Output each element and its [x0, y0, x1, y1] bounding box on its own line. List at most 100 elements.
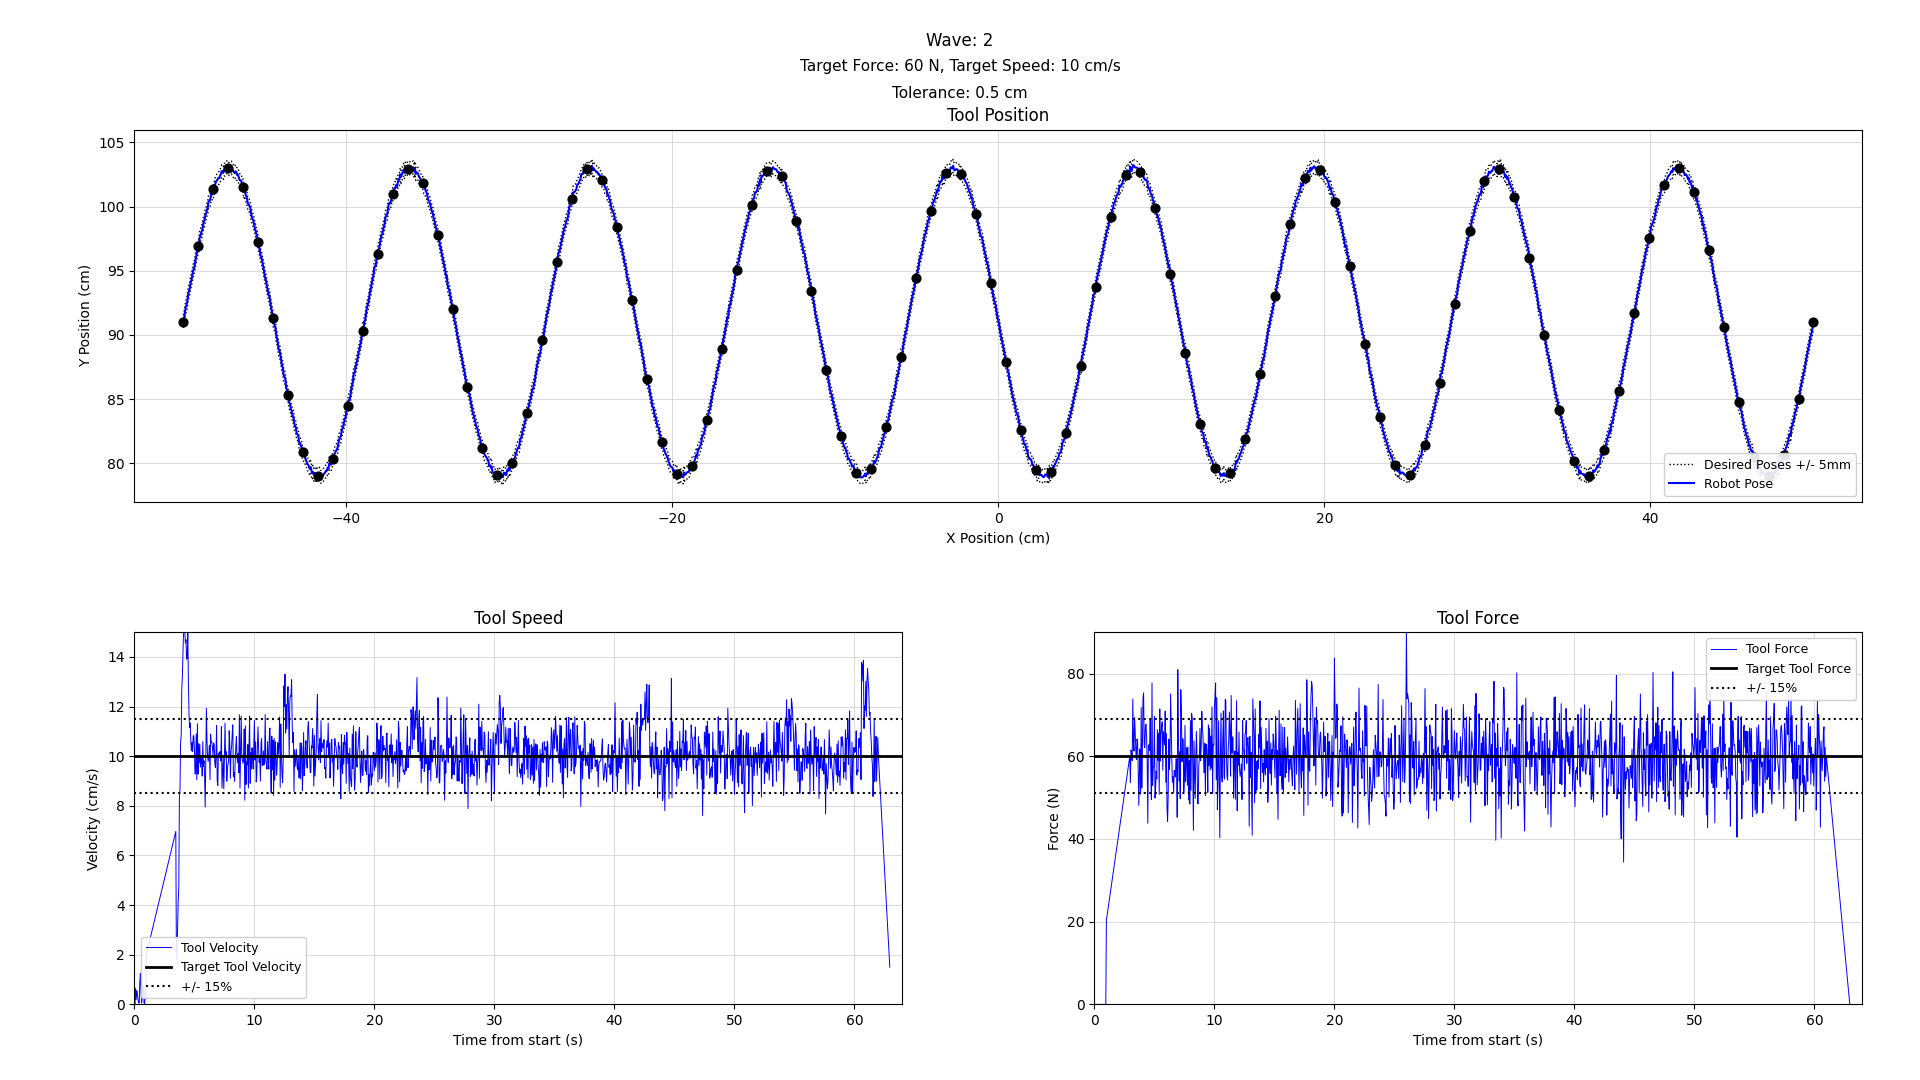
Desired Poses +/- 5mm [966, 205, 989, 218]
Point [1275, 215, 1306, 232]
Robot Pose [1755, 469, 1778, 482]
Point [182, 238, 213, 255]
Tool Velocity [659, 734, 682, 747]
Point [960, 205, 991, 222]
Point [228, 178, 259, 195]
Point [975, 274, 1006, 292]
Target Tool Force [1094, 750, 1117, 762]
Point [826, 428, 856, 445]
Tool Velocity [877, 961, 900, 974]
Point [931, 164, 962, 181]
Point [707, 340, 737, 357]
Point [841, 464, 872, 482]
Legend: Desired Poses +/- 5mm, Robot Pose: Desired Poses +/- 5mm, Robot Pose [1665, 454, 1857, 496]
Text: Tolerance: 0.5 cm: Tolerance: 0.5 cm [893, 86, 1027, 102]
Desired Poses +/- 5mm [668, 465, 691, 478]
Point [916, 202, 947, 219]
Line: Robot Pose: Robot Pose [182, 165, 1814, 478]
Point [392, 160, 422, 177]
Point [557, 191, 588, 208]
Robot Pose [255, 278, 278, 291]
Point [1379, 456, 1409, 473]
Point [1185, 415, 1215, 432]
Tool Force [1617, 801, 1640, 814]
Tool Velocity [309, 732, 332, 745]
Point [1319, 193, 1350, 211]
Y-axis label: Y Position (cm): Y Position (cm) [79, 265, 92, 367]
Point [513, 405, 543, 422]
Point [526, 332, 557, 349]
Tool Velocity [123, 987, 146, 1000]
+/- 15% [1083, 713, 1106, 726]
Tool Velocity [173, 625, 196, 638]
Robot Pose [668, 472, 691, 485]
Robot Pose [171, 315, 194, 328]
Point [1559, 453, 1590, 470]
Robot Pose [1121, 159, 1144, 172]
Point [497, 455, 528, 472]
Point [1260, 287, 1290, 305]
Point [1799, 313, 1830, 330]
Tool Velocity [236, 758, 259, 771]
Point [947, 165, 977, 183]
Point [1350, 336, 1380, 353]
Point [1453, 222, 1484, 240]
X-axis label: X Position (cm): X Position (cm) [947, 531, 1050, 545]
Point [1394, 467, 1425, 484]
Point [676, 458, 707, 475]
Point [1020, 462, 1050, 480]
Line: Tool Velocity: Tool Velocity [134, 632, 889, 1004]
Point [1200, 459, 1231, 476]
Point [601, 219, 632, 237]
Point [378, 186, 409, 203]
Point [722, 261, 753, 279]
Point [1588, 442, 1619, 459]
Point [1440, 296, 1471, 313]
Desired Poses +/- 5mm [171, 309, 194, 322]
Point [1304, 161, 1334, 178]
Tool Velocity [526, 760, 549, 773]
Point [766, 167, 797, 185]
Point [588, 171, 618, 188]
Robot Pose [1757, 470, 1780, 483]
Text: Target Force: 60 N, Target Speed: 10 cm/s: Target Force: 60 N, Target Speed: 10 cm/… [799, 59, 1121, 75]
Point [1500, 188, 1530, 205]
Y-axis label: Velocity (cm/s): Velocity (cm/s) [88, 767, 102, 869]
Point [1515, 249, 1546, 267]
Line: Desired Poses +/- 5mm: Desired Poses +/- 5mm [182, 159, 1814, 472]
Target Tool Velocity [123, 750, 146, 762]
Legend: Tool Velocity, Target Tool Velocity, +/- 15%: Tool Velocity, Target Tool Velocity, +/-… [140, 936, 305, 998]
Point [1784, 390, 1814, 407]
Point [1678, 184, 1709, 201]
X-axis label: Time from start (s): Time from start (s) [1413, 1034, 1544, 1048]
Desired Poses +/- 5mm [255, 271, 278, 284]
Point [422, 226, 453, 243]
Point [407, 175, 438, 192]
Point [735, 197, 766, 214]
Point [257, 309, 288, 326]
Tool Force [1599, 694, 1622, 707]
Point [1006, 421, 1037, 438]
Point [1484, 160, 1515, 177]
Title: Tool Speed: Tool Speed [474, 610, 563, 627]
Point [1290, 170, 1321, 187]
Point [1709, 318, 1740, 335]
Point [647, 433, 678, 450]
Tool Force [1394, 623, 1417, 636]
Desired Poses +/- 5mm [1121, 152, 1144, 165]
Point [167, 313, 198, 330]
Point [1574, 468, 1605, 485]
Point [1528, 327, 1559, 345]
Point [1125, 163, 1156, 180]
Point [541, 253, 572, 270]
Tool Force [1837, 998, 1860, 1011]
Desired Poses +/- 5mm [1757, 463, 1780, 476]
Point [1619, 305, 1649, 322]
Robot Pose [966, 212, 989, 225]
Point [797, 283, 828, 300]
Point [1244, 366, 1275, 383]
+/- 15% [134, 713, 157, 726]
Point [1768, 446, 1799, 463]
Point [467, 438, 497, 456]
Point [1409, 436, 1440, 454]
